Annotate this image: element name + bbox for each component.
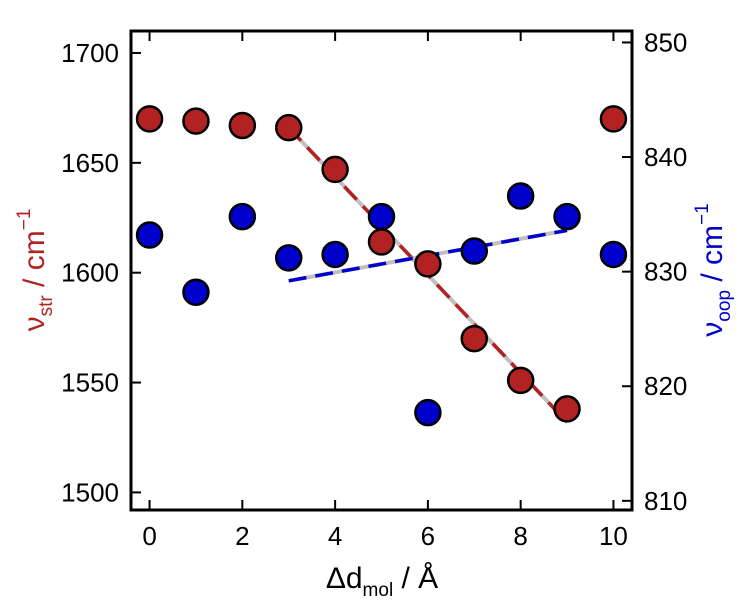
data-points [135, 105, 628, 427]
data-point-left [228, 111, 257, 140]
left-y-tick-label: 1650 [61, 148, 119, 178]
data-point-left [321, 155, 349, 184]
right-axis-label-main: ν [696, 322, 729, 337]
right-axis-label-sub: oop [714, 290, 735, 322]
data-point-left [414, 250, 442, 278]
data-point-right [599, 240, 628, 269]
x-axis-label-unit: / Å [393, 562, 438, 595]
x-tick-label: 2 [235, 521, 249, 551]
right-axis-label-unit: / cm [696, 225, 729, 290]
x-tick-label: 8 [513, 521, 527, 551]
data-point-left [274, 113, 303, 142]
data-point-right [367, 202, 396, 231]
data-point-right [135, 221, 164, 249]
right-axis-label: νoop / cm−1 [692, 203, 735, 336]
right-y-tick-label: 830 [644, 257, 687, 287]
data-point-left [599, 105, 628, 133]
axis-ticks: 0 2 4 6 8 10150015501600165017008108208308408… [61, 27, 687, 551]
left-axis-label-main: ν [18, 316, 51, 331]
data-point-left [182, 107, 210, 135]
x-tick-label: 0 [142, 521, 156, 551]
data-point-left [460, 324, 489, 353]
data-point-left [506, 366, 535, 395]
data-point-right [274, 244, 303, 272]
left-y-tick-label: 1550 [61, 368, 119, 398]
data-point-right [321, 240, 349, 269]
x-tick-label: 10 [599, 521, 628, 551]
right-y-tick-label: 820 [644, 371, 687, 401]
data-point-left [135, 105, 164, 133]
left-y-tick-label: 1700 [61, 38, 119, 68]
left-axis-label: νstr / cm−1 [14, 209, 57, 332]
right-y-tick-label: 840 [644, 142, 687, 172]
left-axis-label-sup: −1 [14, 209, 35, 231]
right-axis-label-sup: −1 [692, 203, 713, 225]
left-axis-label-sub: str [36, 295, 57, 317]
data-point-right [228, 202, 257, 231]
right-y-tick-label: 850 [644, 27, 687, 57]
left-axis-label-unit: / cm [18, 230, 51, 295]
data-point-right [553, 202, 581, 231]
right-y-tick-label: 810 [644, 486, 687, 516]
left-y-tick-label: 1500 [61, 477, 119, 507]
data-point-left [367, 228, 396, 256]
data-point-left [553, 395, 581, 423]
x-axis-label-sub: mol [363, 580, 394, 600]
data-point-right [506, 182, 535, 210]
data-point-right [414, 398, 442, 427]
x-tick-label: 4 [328, 521, 342, 551]
left-y-tick-label: 1600 [61, 258, 119, 288]
x-tick-label: 6 [421, 521, 435, 551]
x-axis-label-main: Δd [326, 562, 363, 595]
plot-frame [129, 29, 634, 512]
data-point-right [182, 278, 210, 307]
x-axis-label: Δdmol / Å [326, 562, 438, 600]
data-point-right [460, 237, 489, 265]
